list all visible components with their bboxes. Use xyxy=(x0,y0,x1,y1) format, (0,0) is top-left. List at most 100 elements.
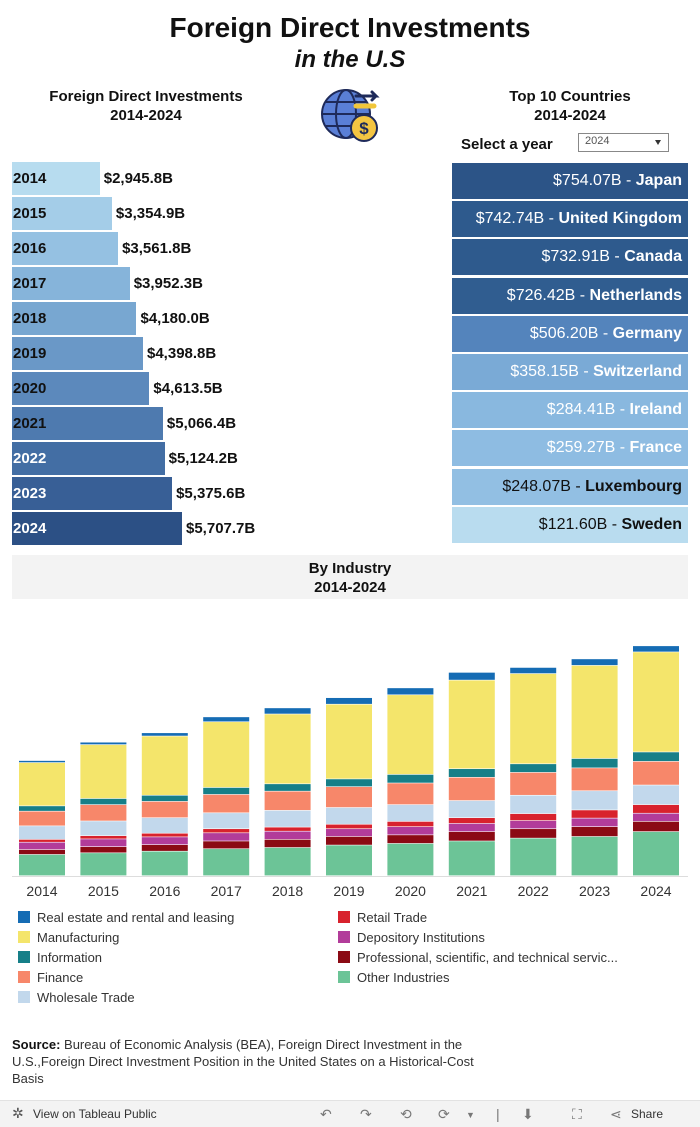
industry-bar-segment[interactable] xyxy=(510,772,557,795)
fdi-bar[interactable] xyxy=(12,407,163,440)
legend-item[interactable]: Depository Institutions xyxy=(338,930,485,945)
fdi-row-2019[interactable]: 2019 $4,398.8B xyxy=(12,337,312,370)
country-row[interactable]: $358.15B - Switzerland xyxy=(452,354,688,390)
industry-bar-segment[interactable] xyxy=(141,733,188,736)
industry-bar-segment[interactable] xyxy=(141,837,188,845)
industry-bar-segment[interactable] xyxy=(80,798,127,805)
industry-bar-segment[interactable] xyxy=(326,697,372,704)
industry-bar-segment[interactable] xyxy=(203,829,250,833)
legend-item[interactable]: Information xyxy=(18,950,102,965)
industry-bar-segment[interactable] xyxy=(571,791,618,810)
industry-bar-segment[interactable] xyxy=(633,813,679,822)
country-row[interactable]: $248.07B - Luxembourg xyxy=(452,468,688,505)
industry-bar-segment[interactable] xyxy=(510,813,557,821)
fdi-row-2018[interactable]: 2018 $4,180.0B xyxy=(12,302,312,335)
industry-bar-segment[interactable] xyxy=(633,804,679,813)
industry-bar-segment[interactable] xyxy=(19,760,65,763)
industry-bar-segment[interactable] xyxy=(80,839,127,847)
industry-bar-segment[interactable] xyxy=(141,818,188,833)
industry-bar-segment[interactable] xyxy=(203,722,250,788)
industry-bar-segment[interactable] xyxy=(571,827,618,837)
industry-bar-segment[interactable] xyxy=(19,806,65,811)
industry-bar-segment[interactable] xyxy=(510,673,557,764)
download-icon[interactable]: ⬇ xyxy=(522,1106,534,1122)
industry-bar-segment[interactable] xyxy=(633,821,679,832)
industry-bar-segment[interactable] xyxy=(387,804,434,822)
industry-bar-segment[interactable] xyxy=(633,831,679,876)
fdi-row-2021[interactable]: 2021 $5,066.4B xyxy=(12,407,312,440)
industry-bar-segment[interactable] xyxy=(19,849,65,855)
legend-item[interactable]: Wholesale Trade xyxy=(18,990,135,1005)
industry-bar-segment[interactable] xyxy=(80,742,127,745)
industry-bar-segment[interactable] xyxy=(387,843,434,876)
legend-item[interactable]: Other Industries xyxy=(338,970,450,985)
industry-bar-segment[interactable] xyxy=(510,795,557,814)
fdi-row-2014[interactable]: 2014 $2,945.8B xyxy=(12,162,312,195)
legend-item[interactable]: Professional, scientific, and technical … xyxy=(338,950,618,965)
country-row[interactable]: $506.20B - Germany xyxy=(452,315,688,352)
fullscreen-icon[interactable]: ⛶ xyxy=(572,1106,582,1122)
industry-bar-segment[interactable] xyxy=(264,791,311,811)
industry-bar-segment[interactable] xyxy=(571,818,618,827)
industry-bar-segment[interactable] xyxy=(264,708,311,714)
view-on-tableau-link[interactable]: View on Tableau Public xyxy=(33,1107,157,1121)
industry-bar-segment[interactable] xyxy=(633,752,679,762)
industry-bar-segment[interactable] xyxy=(141,851,188,876)
industry-bar-segment[interactable] xyxy=(448,680,495,769)
industry-bar-segment[interactable] xyxy=(80,835,127,839)
industry-bar-segment[interactable] xyxy=(510,667,557,674)
fdi-row-2016[interactable]: 2016 $3,561.8B xyxy=(12,232,312,265)
industry-bar-segment[interactable] xyxy=(448,831,495,841)
revert-icon[interactable]: ⟲ xyxy=(400,1106,412,1122)
industry-bar-segment[interactable] xyxy=(510,829,557,838)
industry-bar-segment[interactable] xyxy=(571,659,618,666)
industry-bar-segment[interactable] xyxy=(141,833,188,837)
industry-bar-segment[interactable] xyxy=(203,794,250,813)
country-row[interactable]: $732.91B - Canada xyxy=(452,239,688,276)
industry-bar-segment[interactable] xyxy=(203,849,250,876)
country-row[interactable]: $284.41B - Ireland xyxy=(452,392,688,429)
industry-bar-segment[interactable] xyxy=(19,762,65,806)
industry-bar-segment[interactable] xyxy=(80,847,127,853)
industry-bar-segment[interactable] xyxy=(571,768,618,791)
industry-bar-segment[interactable] xyxy=(448,841,495,876)
fdi-row-2024[interactable]: 2024 $5,707.7B xyxy=(12,512,312,545)
industry-bar-segment[interactable] xyxy=(264,714,311,784)
fdi-bar[interactable] xyxy=(12,232,119,265)
industry-bar-segment[interactable] xyxy=(264,827,311,831)
fdi-bar[interactable] xyxy=(12,477,173,510)
fdi-row-2017[interactable]: 2017 $3,952.3B xyxy=(12,267,312,300)
industry-bar-segment[interactable] xyxy=(203,787,250,795)
industry-bar-segment[interactable] xyxy=(571,665,618,759)
industry-bar-segment[interactable] xyxy=(448,818,495,824)
industry-bar-segment[interactable] xyxy=(326,704,372,779)
industry-bar-segment[interactable] xyxy=(387,695,434,775)
legend-item[interactable]: Retail Trade xyxy=(338,910,427,925)
industry-bar-segment[interactable] xyxy=(326,824,372,829)
fdi-bar[interactable] xyxy=(12,162,100,195)
industry-bar-segment[interactable] xyxy=(633,646,679,652)
fdi-bar[interactable] xyxy=(12,372,150,405)
industry-bar-segment[interactable] xyxy=(326,845,372,876)
industry-bar-segment[interactable] xyxy=(510,838,557,876)
country-row[interactable]: $259.27B - France xyxy=(452,430,688,467)
industry-bar-segment[interactable] xyxy=(19,842,65,850)
industry-bar-segment[interactable] xyxy=(203,717,250,722)
industry-bar-segment[interactable] xyxy=(510,820,557,829)
industry-bar-segment[interactable] xyxy=(633,652,679,752)
industry-bar-segment[interactable] xyxy=(203,813,250,829)
country-row[interactable]: $726.42B - Netherlands xyxy=(452,277,688,314)
industry-bar-segment[interactable] xyxy=(326,807,372,824)
industry-bar-segment[interactable] xyxy=(80,821,127,836)
legend-item[interactable]: Real estate and rental and leasing xyxy=(18,910,234,925)
year-dropdown[interactable]: 2024 xyxy=(578,133,669,152)
industry-bar-segment[interactable] xyxy=(387,827,434,835)
industry-bar-segment[interactable] xyxy=(387,774,434,783)
industry-bar-segment[interactable] xyxy=(19,854,65,876)
industry-bar-segment[interactable] xyxy=(387,821,434,827)
redo-icon[interactable]: ↷ xyxy=(360,1106,372,1122)
industry-bar-segment[interactable] xyxy=(264,784,311,791)
industry-bar-segment[interactable] xyxy=(141,736,188,795)
fdi-bar[interactable] xyxy=(12,337,143,370)
industry-bar-segment[interactable] xyxy=(80,853,127,876)
